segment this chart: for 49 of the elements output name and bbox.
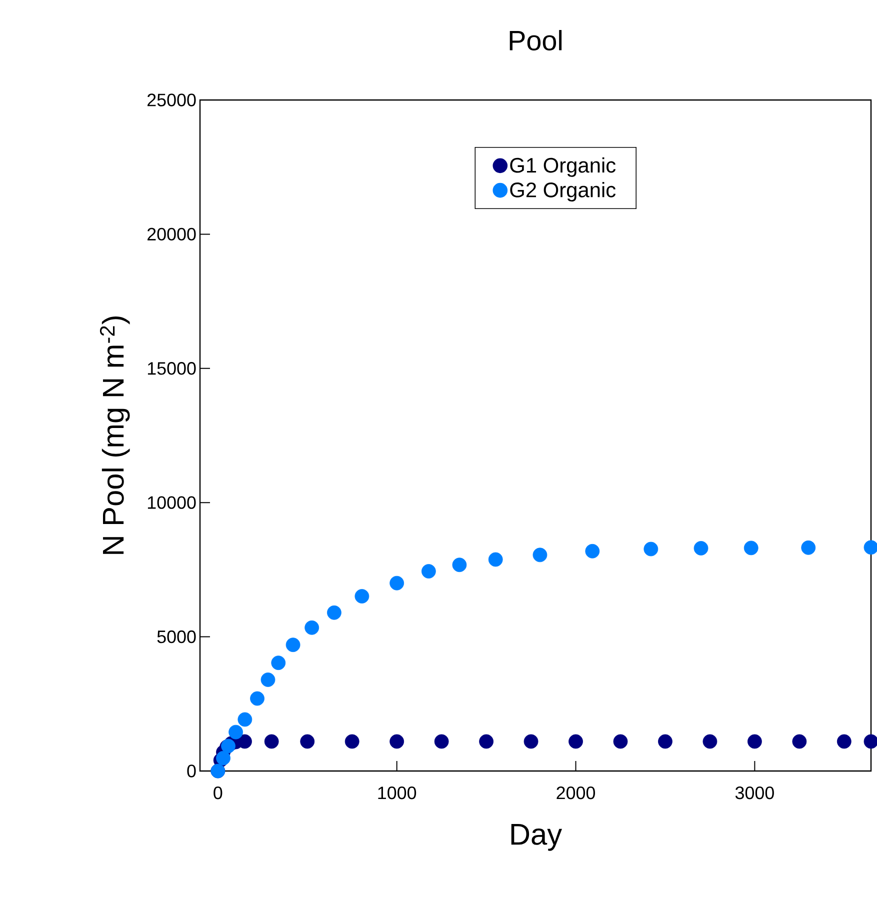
- y-tick-label: 15000: [148, 362, 196, 375]
- y-tick-label: 10000: [148, 496, 196, 509]
- point: [434, 734, 449, 749]
- point: [836, 734, 852, 749]
- point: [354, 589, 370, 604]
- y-tick-label: 20000: [148, 228, 196, 241]
- legend-label: G1 Organic: [510, 157, 616, 177]
- chart-title: Pool: [510, 30, 562, 50]
- point: [300, 734, 315, 749]
- point: [585, 544, 600, 558]
- point: [264, 734, 279, 749]
- point: [216, 750, 230, 766]
- point: [792, 734, 807, 749]
- point: [286, 638, 300, 652]
- point: [344, 734, 360, 749]
- x-axis-title: Day: [511, 824, 562, 851]
- y-tick-label: 5000: [157, 630, 196, 644]
- x-tick-label: 0: [214, 786, 222, 800]
- point: [304, 620, 320, 635]
- point: [744, 540, 758, 556]
- point: [488, 552, 503, 567]
- point: [421, 564, 436, 578]
- point: [271, 656, 286, 670]
- point: [260, 672, 276, 687]
- point: [694, 541, 708, 556]
- point: [702, 734, 718, 749]
- point: [452, 558, 467, 572]
- point: [658, 734, 672, 749]
- point: [613, 734, 628, 749]
- x-tick-label: 1000: [378, 786, 416, 800]
- x-tick-label: 2000: [556, 786, 596, 800]
- point: [390, 576, 404, 590]
- x-tick-label: 3000: [735, 786, 774, 800]
- y-tick-label: 0: [187, 764, 196, 778]
- point: [238, 712, 252, 727]
- point: [532, 548, 548, 562]
- point: [390, 734, 404, 749]
- y-axis-title: N Pool (mg N m$^{-2}$): [100, 316, 130, 554]
- point: [250, 691, 264, 706]
- point: [228, 724, 243, 740]
- point: [479, 734, 494, 749]
- legend-label: G2 Organic: [510, 182, 616, 202]
- point: [747, 734, 762, 749]
- point: [801, 540, 816, 555]
- y-tick-label: 25000: [148, 94, 196, 106]
- point: [524, 734, 538, 749]
- point: [644, 542, 658, 556]
- point: [568, 734, 583, 749]
- point: [327, 605, 342, 620]
